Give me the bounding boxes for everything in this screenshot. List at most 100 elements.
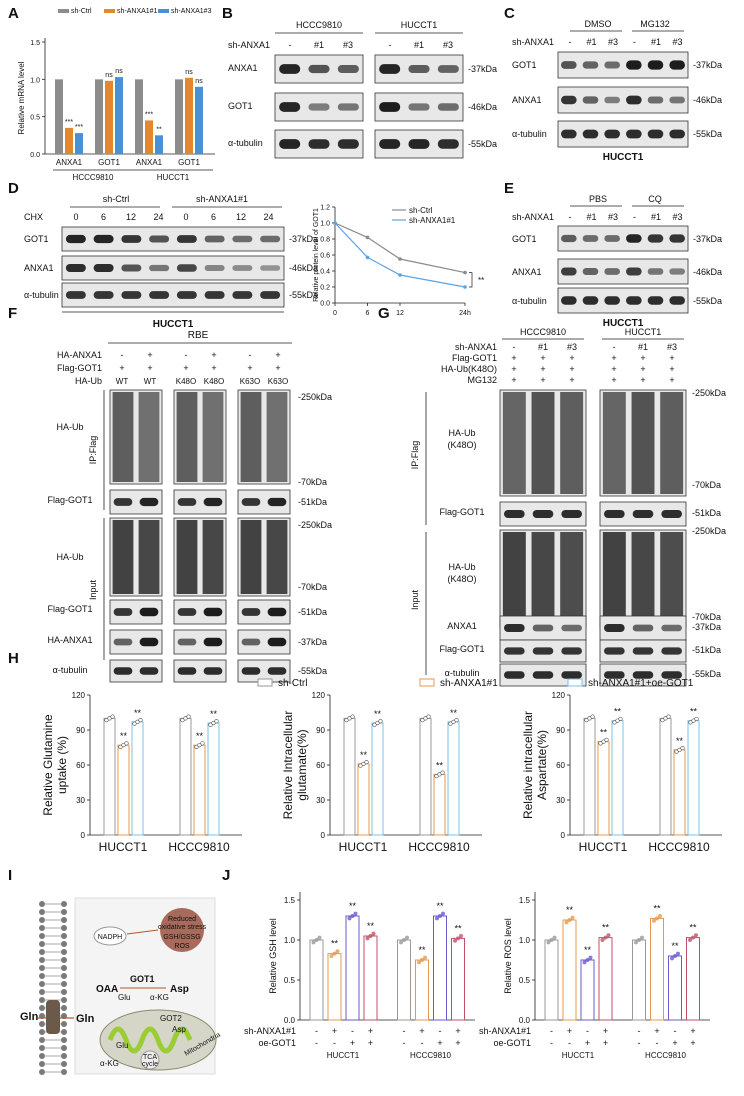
b-blot-hccc-1-band-1 (279, 64, 301, 74)
h-dot (584, 717, 589, 723)
f-ub: WT (116, 377, 129, 386)
c-lane: 12 (236, 212, 246, 222)
h-bar (611, 720, 624, 836)
c-blot-2-band-8 (260, 265, 281, 271)
panel-letter-a: A (8, 5, 19, 22)
h-dot (587, 716, 592, 721)
f-in-flag-2-band-2 (203, 607, 223, 617)
f-ub: K63O (268, 377, 288, 386)
f-in-anxa1-3-band-1 (241, 638, 261, 646)
c-sig: ** (478, 276, 484, 285)
e-group-2: CQ (648, 194, 662, 204)
f-got1: + (147, 363, 152, 373)
f-kda: -55kDa (298, 666, 327, 676)
f-in-anxa1-1-band-2 (139, 637, 159, 647)
c-blot-3-band-4 (149, 291, 170, 299)
j-dot (371, 931, 376, 936)
h-legend-swatch (419, 678, 435, 687)
h-dot (423, 716, 428, 721)
c-blot-1-band-8 (260, 235, 281, 243)
g-row-tubulin: α-tubulin (445, 668, 480, 678)
j-bar (415, 959, 429, 1021)
j-oe-sign: - (656, 1038, 659, 1048)
a-legend-swatch (158, 9, 169, 13)
h-dot (347, 716, 352, 721)
a-sig: ns (115, 68, 123, 75)
f-anxa1: + (147, 350, 152, 360)
e-row-label: ANXA1 (512, 267, 542, 277)
e-blot-2-band-2 (582, 268, 599, 275)
c-ytick-label: 1.0 (320, 221, 330, 228)
j-dot (314, 938, 319, 942)
c-blot-3-band-6 (204, 291, 225, 299)
h-ylabel-2: Aspartate(%) (535, 730, 549, 800)
h-dot (378, 719, 383, 724)
a-group-label: HCCC9810 (73, 173, 114, 182)
j-dot (603, 935, 608, 940)
a-legend-3: sh-ANXA1#3 (171, 8, 212, 15)
j-dot (676, 951, 680, 956)
e-blot-3-band-3 (604, 296, 620, 305)
a-gene-label: ANXA1 (56, 158, 83, 167)
g-row-haub-in: HA-Ub (448, 562, 475, 572)
d-treat-label: sh-ANXA1 (512, 37, 554, 47)
f-ip-flag-3-band-1 (241, 498, 261, 506)
h-legend-3: sh-ANXA1#1+oe-GOT1 (588, 678, 694, 689)
i-tca (140, 1050, 160, 1070)
b-blot-huc-2-band-1 (379, 102, 401, 112)
h-ytick-label: 120 (312, 691, 326, 700)
e-blot-1-band-6 (669, 234, 685, 243)
c-row-label: ANXA1 (24, 263, 54, 273)
f-row-tubulin: α-tubulin (53, 665, 88, 675)
i-glu: Glu (118, 993, 130, 1002)
g-ip-flag-1-band-2 (532, 509, 554, 519)
e-blot-1-band-2 (582, 235, 599, 242)
f-in-tub-3-band-1 (241, 667, 261, 675)
j-oe-sign: + (368, 1038, 373, 1048)
g-cell-1: HCCC9810 (520, 327, 566, 337)
b-blot-huc-1-band-3 (437, 65, 459, 73)
b-lane: #1 (314, 40, 324, 50)
h-sig: ** (614, 707, 622, 717)
f-in-haub-1-lane-1 (112, 520, 134, 594)
f-row-anxa1: HA-ANXA1 (47, 635, 92, 645)
g-ip-haub-2-lane-1 (602, 392, 626, 494)
h-dot (138, 717, 143, 723)
h-dot (344, 717, 349, 723)
c-lane: 6 (211, 212, 216, 222)
c-group-2: sh-ANXA1#1 (196, 194, 248, 204)
i-transporter (46, 1000, 60, 1034)
h-bar (103, 717, 116, 836)
j-dot (435, 916, 439, 921)
c-lane: 0 (183, 212, 188, 222)
a-sig: ** (156, 126, 162, 133)
f-in-anxa1-2-band-2 (203, 637, 223, 647)
j-dot (438, 914, 442, 918)
j-oe-sign: + (585, 1038, 590, 1048)
i-lipid-head (39, 941, 45, 947)
b-blot-hccc-2-band-2 (308, 103, 330, 111)
h-ytick-label: 0 (81, 831, 86, 840)
a-bar (65, 127, 73, 154)
j-dot (652, 918, 656, 923)
i-lipid-head (39, 925, 45, 931)
j-sh-sign: + (654, 1026, 659, 1036)
f-cond-label: HA-ANXA1 (57, 350, 102, 360)
j-sig: ** (367, 921, 375, 931)
b-lane: - (289, 40, 292, 50)
g-lane: #3 (567, 342, 577, 352)
i-lipid-head (61, 1021, 67, 1027)
f-ip-haub-1-lane-1 (112, 392, 134, 482)
i-lipid-head (39, 965, 45, 971)
h-group-label: HUCCT1 (579, 840, 628, 854)
c-blot-1-band-5 (176, 235, 197, 243)
e-lane: #1 (651, 212, 661, 222)
a-bar (75, 133, 83, 154)
h-dot (118, 744, 123, 750)
b-lane: #1 (414, 40, 424, 50)
c-blot-2-band-3 (121, 264, 142, 272)
j-sh-sign: + (690, 1026, 695, 1036)
h-sig: ** (360, 750, 368, 760)
g-kda: -51kDa (692, 508, 721, 518)
c-blot-2 (61, 255, 285, 281)
